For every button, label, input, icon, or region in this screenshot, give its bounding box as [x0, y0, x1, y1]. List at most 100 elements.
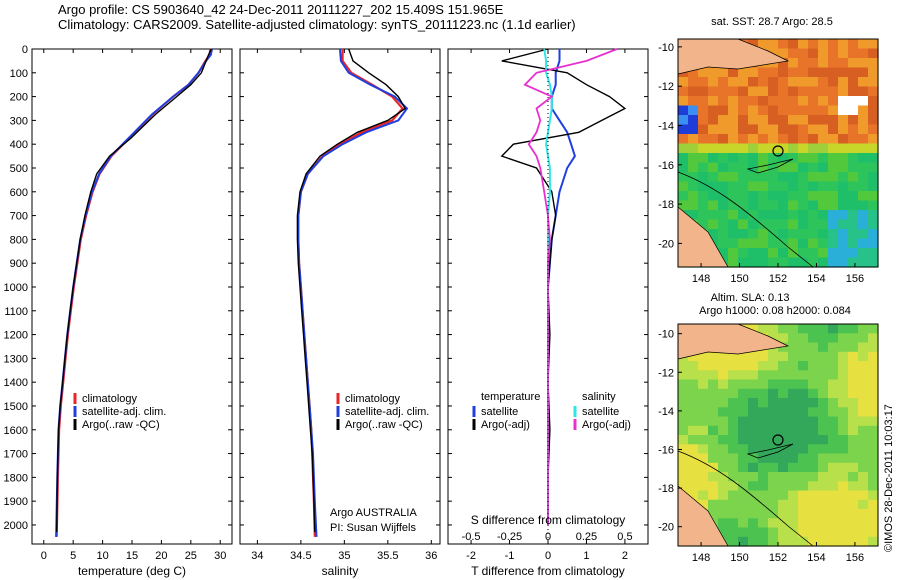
map-cell — [828, 248, 839, 259]
map-cell — [708, 143, 719, 154]
map-cell — [688, 361, 699, 371]
map-cell — [848, 388, 859, 399]
map-cell — [798, 527, 809, 538]
map-cell — [858, 518, 869, 529]
map-cell — [708, 219, 719, 230]
map-cell — [698, 351, 709, 362]
map-cell — [828, 388, 839, 399]
map-cell — [748, 238, 759, 249]
map-cell — [698, 134, 709, 145]
map-cell — [848, 162, 859, 173]
map-cell — [828, 96, 839, 107]
map-cell — [808, 105, 819, 116]
map-cell — [778, 425, 789, 436]
map-cell — [778, 67, 789, 78]
map-cell — [818, 388, 829, 399]
lat-tick-label: -20 — [658, 522, 674, 534]
map-cell — [748, 181, 759, 192]
map-cell — [848, 115, 859, 126]
map-cell — [858, 499, 869, 510]
map-cell — [858, 527, 869, 538]
map-cell — [778, 472, 789, 482]
map-cell — [728, 219, 739, 230]
map-cell — [808, 67, 819, 78]
map-cell — [708, 153, 719, 164]
map-cell — [718, 115, 729, 126]
map-cell — [778, 398, 789, 408]
map-cell — [748, 481, 759, 492]
legend-label-sal-satellite: satellite — [582, 406, 619, 418]
map-cell — [708, 425, 719, 436]
map-cell — [718, 416, 729, 427]
map-cell — [698, 407, 709, 418]
lon-tick-label: 150 — [730, 273, 748, 285]
map-cell — [718, 379, 729, 390]
header-line-1: Argo profile: CS 5903640_42 24-Dec-2011 … — [58, 2, 504, 17]
map-cell — [698, 435, 709, 445]
map-cell — [688, 472, 699, 482]
map-cell — [868, 134, 879, 145]
map-cell — [708, 172, 719, 183]
land-shape — [677, 323, 790, 360]
map-cell — [718, 462, 729, 473]
map-cell — [788, 238, 799, 249]
map-cell — [748, 351, 759, 362]
map-cell — [768, 191, 779, 202]
depth-tick-label: 800 — [10, 234, 28, 246]
map-cell — [848, 351, 859, 362]
map-cell — [708, 379, 719, 390]
s-tick-label: 0.5 — [617, 531, 632, 543]
map-cell — [738, 77, 749, 88]
map-cell — [858, 143, 869, 154]
map-cell — [788, 407, 799, 418]
map-cell — [778, 229, 789, 240]
depth-axis: 0 100 200 300 400 500 600 700 800 900 1000 1100 1200… — [4, 44, 648, 532]
map-cell — [868, 153, 879, 164]
map-cell — [818, 238, 829, 249]
map-cell — [848, 462, 859, 473]
map-cell — [778, 407, 789, 418]
map-cell — [768, 379, 779, 390]
map-cell — [848, 416, 859, 427]
map-cell — [838, 67, 849, 78]
map-cell — [788, 536, 799, 547]
map-cell — [818, 407, 829, 418]
map-cell — [688, 462, 699, 473]
map-cell — [728, 143, 739, 154]
map-cell — [698, 86, 709, 97]
map-cell — [738, 407, 749, 418]
map-cell — [758, 257, 769, 268]
map-cell — [828, 407, 839, 418]
map-cell — [818, 248, 829, 259]
map-cell — [768, 134, 779, 145]
map-cell — [798, 398, 809, 408]
map-cell — [868, 342, 879, 353]
map-cell — [838, 134, 849, 145]
map-cell — [828, 333, 839, 344]
map-cell — [858, 86, 869, 97]
map-cell — [868, 527, 879, 538]
map-cell — [828, 481, 839, 492]
map-cell — [738, 416, 749, 427]
x-tick-label: 5 — [70, 550, 76, 562]
map-cell — [818, 435, 829, 445]
map-cell — [778, 333, 789, 344]
map-cell — [678, 388, 689, 399]
map-cell — [858, 425, 869, 436]
x-tick-label: 34.5 — [290, 550, 311, 562]
map-cell — [708, 124, 719, 135]
map-cell — [788, 181, 799, 192]
map-cell — [808, 58, 819, 69]
map-cell — [798, 105, 809, 116]
map-cell — [728, 248, 739, 259]
map-cell — [728, 536, 739, 547]
map-cell — [688, 210, 699, 221]
map-cell — [848, 407, 859, 418]
map-cell — [798, 162, 809, 173]
map-cell — [698, 219, 709, 230]
map-cell — [838, 77, 849, 88]
map-cell — [738, 453, 749, 464]
map-cell — [838, 257, 849, 268]
map-cell — [828, 134, 839, 145]
